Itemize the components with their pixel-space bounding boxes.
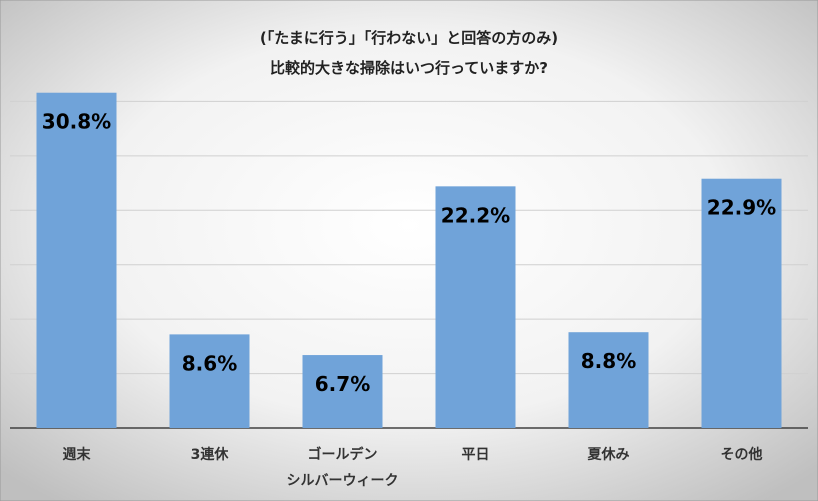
bar bbox=[169, 334, 250, 428]
bar bbox=[435, 186, 516, 428]
data-label: 22.9% bbox=[707, 195, 776, 219]
data-label: 8.6% bbox=[182, 351, 237, 375]
x-tick-label: 夏休み bbox=[588, 446, 630, 463]
bar bbox=[568, 332, 649, 428]
x-tick-label: ゴールデンシルバーウィーク bbox=[287, 446, 399, 489]
data-label: 6.7% bbox=[315, 372, 370, 396]
bar bbox=[701, 178, 782, 428]
x-tick-label: 3連休 bbox=[191, 446, 230, 463]
data-label: 8.8% bbox=[581, 349, 636, 373]
x-tick-label: 平日 bbox=[462, 447, 490, 463]
data-label: 22.2% bbox=[441, 203, 510, 227]
data-label: 30.8% bbox=[42, 109, 111, 133]
chart-title: (「たまに行う」「行わない」と回答の方のみ)比較的大きな掃除はいつ行っていますか… bbox=[260, 29, 558, 77]
x-tick-label: 週末 bbox=[63, 446, 92, 463]
x-tick-label: その他 bbox=[721, 446, 763, 463]
bar bbox=[302, 355, 383, 428]
bar bbox=[36, 92, 117, 428]
